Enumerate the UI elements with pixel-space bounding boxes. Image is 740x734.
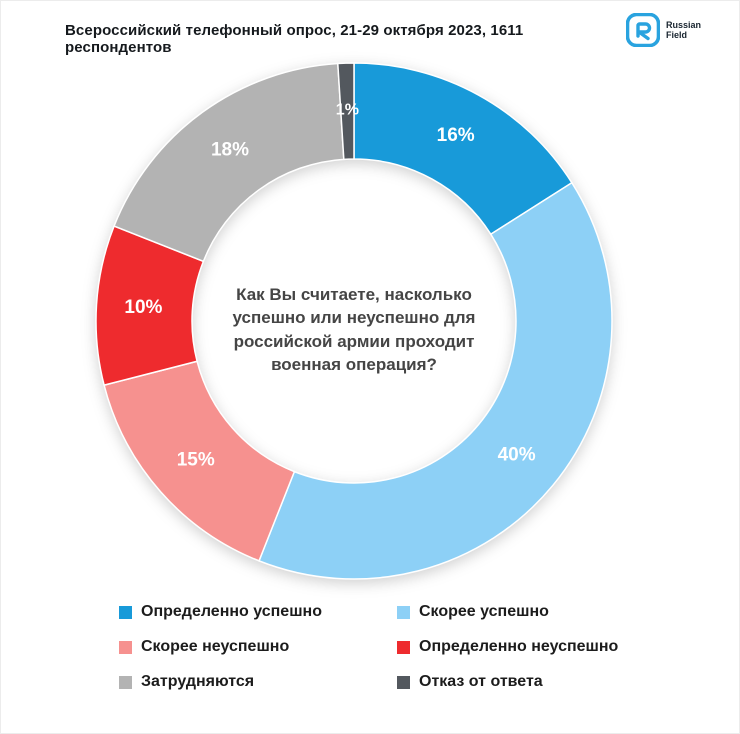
legend-swatch (119, 605, 132, 619)
slice-value-label-4: 18% (211, 139, 249, 160)
slice-value-label-1: 40% (498, 445, 536, 466)
legend: Определенно успешно Скорее успешно Скоре… (119, 603, 649, 691)
legend-label: Скорее успешно (419, 603, 549, 620)
legend-swatch (397, 640, 410, 654)
legend-item: Скорее неуспешно (119, 638, 397, 656)
legend-swatch (397, 605, 410, 619)
legend-label: Скорее неуспешно (141, 638, 290, 655)
legend-swatch (119, 675, 132, 689)
legend-label: Определенно неуспешно (419, 638, 619, 655)
slice-value-label-5: 1% (336, 101, 359, 118)
legend-item: Определенно неуспешно (397, 638, 649, 656)
legend-item: Отказ от ответа (397, 673, 649, 691)
center-question: Как Вы считаете, насколько успешно или н… (232, 285, 476, 375)
legend-item: Скорее успешно (397, 603, 649, 621)
legend-item: Затрудняются (119, 673, 397, 691)
slice-value-label-3: 10% (124, 297, 162, 318)
pie-slice-4 (113, 62, 345, 263)
legend-swatch (119, 640, 132, 654)
donut-chart: 16% 40% 15% 10% 18% 1% (95, 62, 613, 580)
pie-slice-1 (258, 181, 613, 580)
slice-value-label-2: 15% (177, 450, 215, 471)
legend-swatch (397, 675, 410, 689)
slice-value-label-0: 16% (437, 125, 475, 146)
russian-field-logo: Russian Field (625, 13, 701, 47)
pie-slice-5 (337, 62, 355, 161)
russian-field-logo-text: Russian Field (665, 19, 701, 40)
russian-field-logo-icon (625, 13, 660, 47)
legend-label: Определенно успешно (141, 603, 322, 620)
chart-title: Всероссийский телефонный опрос, 21-29 ок… (65, 22, 524, 56)
legend-label: Отказ от ответа (419, 673, 543, 690)
legend-label: Затрудняются (141, 673, 255, 690)
legend-item: Определенно успешно (119, 603, 397, 621)
